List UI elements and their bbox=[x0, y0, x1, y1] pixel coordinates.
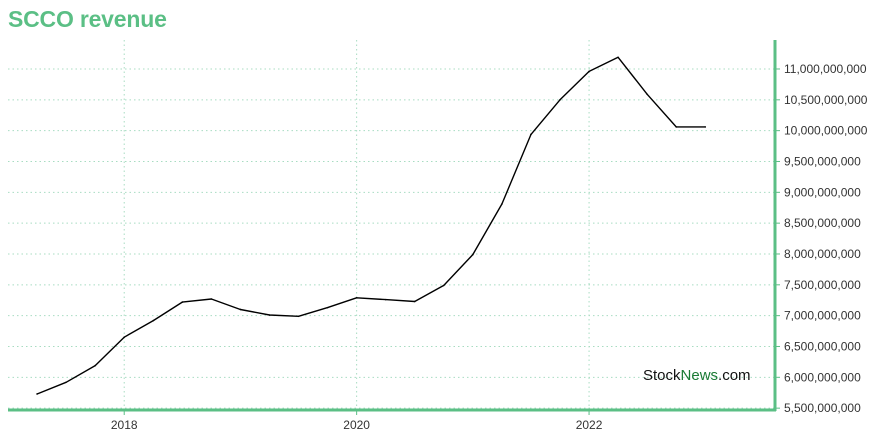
data-point bbox=[152, 319, 155, 322]
data-point bbox=[210, 298, 213, 300]
y-tick-label: 7,500,000,000 bbox=[784, 278, 861, 292]
data-point bbox=[675, 126, 678, 128]
data-point bbox=[65, 381, 67, 384]
data-point bbox=[472, 253, 474, 256]
data-point bbox=[94, 364, 96, 367]
watermark-news: News bbox=[681, 367, 719, 384]
data-point bbox=[530, 133, 532, 136]
y-tick-label: 6,000,000,000 bbox=[784, 370, 861, 384]
data-point bbox=[297, 315, 300, 318]
data-point bbox=[559, 99, 561, 101]
x-tick-label: 2018 bbox=[111, 418, 138, 432]
series-line bbox=[36, 56, 706, 395]
y-tick-label: 7,000,000,000 bbox=[784, 309, 861, 323]
data-point bbox=[355, 296, 358, 299]
chart-title: SCCO revenue bbox=[8, 6, 167, 32]
data-point bbox=[501, 203, 503, 205]
y-tick-label: 10,000,000,000 bbox=[784, 124, 868, 138]
series-layer bbox=[36, 56, 707, 395]
data-point bbox=[413, 300, 416, 303]
watermark-com: .com bbox=[718, 367, 751, 384]
data-point bbox=[268, 314, 271, 316]
data-point bbox=[181, 301, 184, 303]
data-point bbox=[588, 70, 590, 73]
y-tick-label: 8,000,000,000 bbox=[784, 247, 861, 261]
x-tick-label: 2020 bbox=[343, 418, 370, 432]
y-tick-label: 9,500,000,000 bbox=[784, 154, 861, 168]
y-tick-label: 8,500,000,000 bbox=[784, 216, 861, 230]
data-point bbox=[239, 308, 242, 311]
x-tick-label: 2022 bbox=[576, 418, 603, 432]
data-point bbox=[442, 284, 445, 287]
grid-lines bbox=[8, 40, 775, 410]
y-tick-label: 9,000,000,000 bbox=[784, 185, 861, 199]
y-tick-label: 5,500,000,000 bbox=[784, 401, 861, 415]
y-tick-label: 11,000,000,000 bbox=[784, 62, 867, 76]
y-tick-label: 6,500,000,000 bbox=[784, 339, 861, 353]
data-point bbox=[646, 93, 648, 96]
data-point bbox=[704, 126, 707, 128]
data-point bbox=[617, 56, 619, 59]
watermark-stock: Stock bbox=[643, 367, 681, 384]
stocknews-watermark: StockNews.com bbox=[643, 367, 751, 384]
data-point bbox=[326, 306, 329, 309]
data-point bbox=[123, 336, 126, 339]
y-tick-label: 10,500,000,000 bbox=[784, 93, 868, 107]
data-point bbox=[36, 393, 38, 395]
data-point bbox=[384, 298, 387, 301]
axes: 5,500,000,000 6,000,000,000 6,500,000,000 7… bbox=[8, 40, 868, 432]
